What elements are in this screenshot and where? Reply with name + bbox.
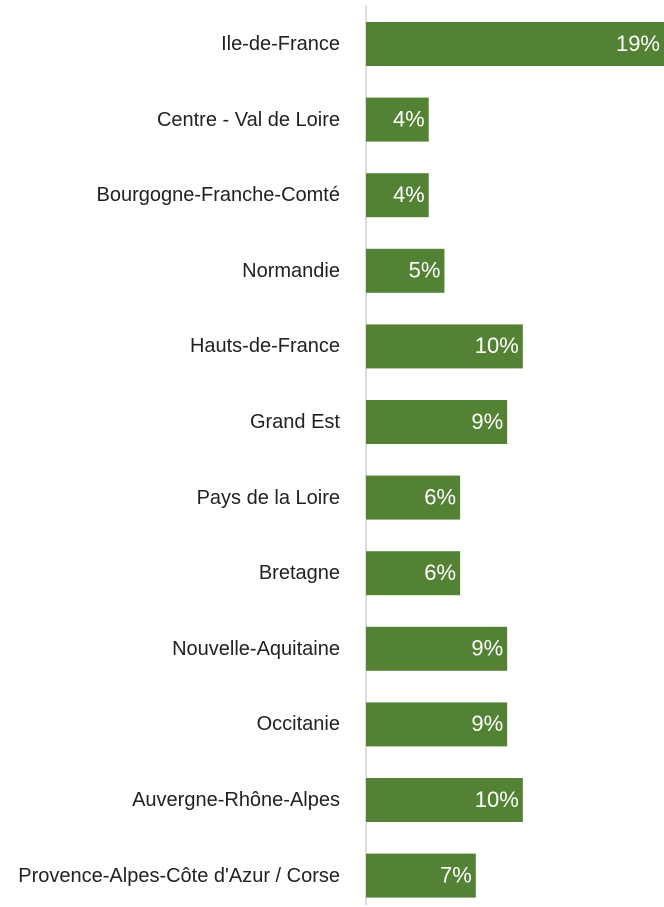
value-label: 19% [616,31,660,56]
category-label: Occitanie [256,713,340,736]
bar [366,778,523,822]
category-label: Grand Est [249,411,340,433]
value-label: 6% [424,560,456,585]
category-label: Provence-Alpes-Côte d'Azur / Corse [18,864,340,887]
value-label: 9% [471,636,503,661]
bar [366,551,461,596]
bar [366,97,429,142]
value-label: 5% [409,258,441,283]
bar [366,400,508,444]
bar [366,22,664,66]
value-label: 6% [424,484,456,509]
bar [366,248,445,293]
value-label: 10% [475,787,519,812]
value-label: 7% [440,862,472,887]
bar [366,853,476,898]
value-label: 9% [471,711,503,736]
category-label: Centre - Val de Loire [156,108,340,131]
category-label: Auvergne-Rhône-Alpes [132,789,340,811]
bar [366,324,523,369]
category-label: Bourgogne-Franche-Comté [96,184,340,207]
category-label: Bretagne [258,562,340,585]
category-label: Pays de la Loire [196,486,340,509]
bar [366,626,508,671]
value-label: 9% [471,409,503,434]
category-label: Normandie [242,259,340,282]
bar [366,702,508,747]
category-label: Hauts-de-France [189,335,340,358]
bar [366,173,429,218]
value-label: 10% [475,333,519,358]
category-label: Nouvelle-Aquitaine [172,637,340,660]
bar [366,475,461,520]
value-label: 4% [393,182,425,207]
value-label: 4% [393,106,425,131]
category-label: Ile-de-France [221,33,340,55]
